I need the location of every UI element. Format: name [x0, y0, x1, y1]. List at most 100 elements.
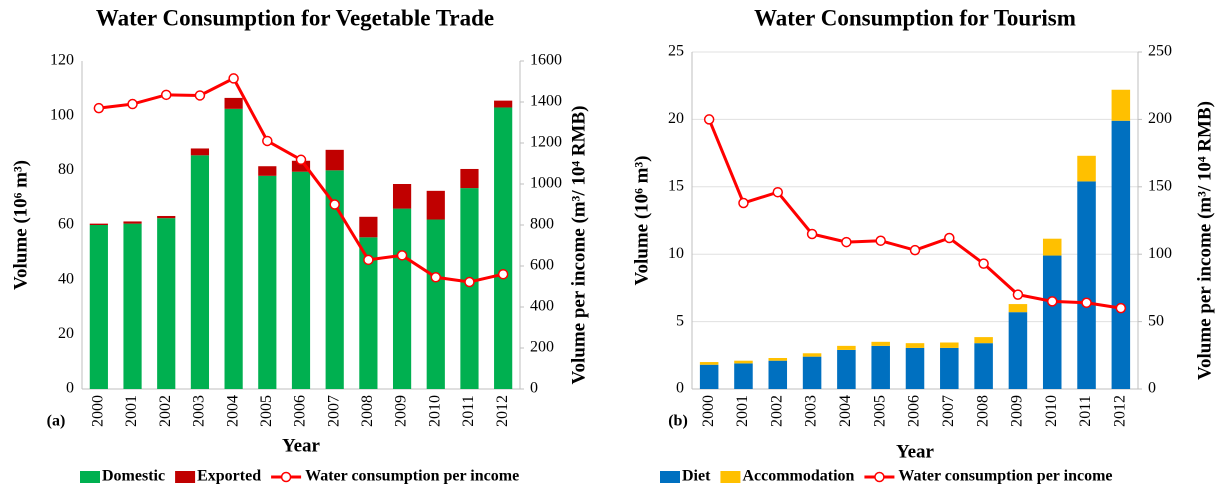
bar: [768, 360, 788, 389]
bar: [325, 149, 344, 171]
x-tick-label: 2011: [1077, 395, 1094, 426]
bar: [837, 345, 856, 350]
y2-tick-label: 600: [530, 257, 554, 274]
y2-tick-label: 200: [1148, 110, 1172, 127]
y-tick-label: 80: [58, 161, 74, 178]
y2-axis-label: Volume per income (m³/ 10⁴ RMB): [568, 106, 589, 385]
x-tick-label: 2000: [700, 395, 717, 427]
bar: [940, 347, 959, 389]
y2-tick-label: 0: [530, 380, 538, 397]
panel-label: (a): [47, 413, 66, 430]
y-tick-label: 10: [668, 245, 684, 262]
legend-label: Water consumption per income: [898, 468, 1112, 485]
x-tick-label: 2006: [906, 395, 923, 427]
bar: [123, 223, 142, 389]
y-tick-label: 15: [668, 177, 684, 194]
x-tick-label: 2005: [871, 395, 888, 427]
bar: [871, 345, 890, 389]
line-marker: [1115, 302, 1127, 314]
x-tick-label: 2012: [1112, 395, 1129, 427]
y-tick-label: 20: [668, 110, 684, 127]
bar: [157, 218, 176, 389]
legend-swatch: [720, 471, 741, 483]
x-tick-label: 2011: [460, 395, 477, 426]
bar: [734, 363, 753, 389]
legend-swatch: [280, 471, 292, 483]
legend-swatch: [80, 471, 100, 483]
line-marker: [772, 186, 784, 198]
y-axis-label: Volume (10⁶ m³): [631, 156, 652, 286]
bar: [940, 342, 959, 348]
line-marker: [841, 236, 852, 248]
bar: [89, 225, 108, 389]
bar: [258, 175, 277, 389]
y2-tick-label: 1400: [530, 93, 562, 110]
x-tick-label: 2009: [1009, 395, 1026, 427]
x-tick-label: 2012: [494, 395, 511, 427]
bar: [1111, 89, 1131, 121]
y2-tick-label: 200: [530, 339, 554, 356]
x-tick-label: 2008: [974, 395, 991, 427]
x-tick-label: 2010: [426, 395, 443, 427]
chart-title: Water Consumption for Tourism: [754, 5, 1076, 30]
bar: [905, 347, 925, 389]
bar: [1077, 181, 1096, 389]
bar: [1111, 120, 1131, 390]
x-tick-label: 2010: [1043, 395, 1060, 427]
y-tick-label: 0: [676, 380, 684, 397]
bar: [1008, 312, 1028, 389]
bar: [802, 356, 822, 389]
line-marker: [194, 90, 206, 101]
bar: [974, 343, 993, 389]
line-marker: [1012, 289, 1024, 300]
bar: [837, 349, 856, 389]
y2-tick-label: 1600: [530, 52, 562, 69]
panel-label: (b): [668, 413, 688, 430]
bar: [460, 188, 479, 389]
x-tick-label: 2003: [803, 395, 820, 427]
bar: [905, 343, 925, 348]
y2-tick-label: 1000: [530, 175, 562, 192]
x-tick-label: 2004: [837, 395, 854, 427]
x-tick-label: 2004: [224, 395, 241, 427]
x-tick-label: 2008: [359, 395, 376, 427]
x-tick-label: 2009: [393, 395, 410, 427]
line-marker: [944, 232, 955, 244]
line-marker: [363, 254, 374, 266]
line-marker: [738, 197, 749, 209]
x-tick-label: 2007: [325, 395, 342, 427]
bar: [89, 223, 108, 225]
bar: [460, 168, 479, 189]
x-tick-label: 2003: [191, 395, 208, 427]
x-tick-label: 2001: [123, 395, 140, 427]
legend-swatch: [660, 471, 680, 483]
line-marker: [703, 114, 715, 125]
bar: [325, 170, 344, 389]
line-marker: [464, 276, 475, 288]
legend-label: Water consumption per income: [305, 468, 519, 485]
bar: [1077, 155, 1096, 182]
x-tick-label: 2006: [292, 395, 309, 427]
y-tick-label: 25: [668, 43, 684, 60]
bar: [1042, 238, 1062, 256]
line-marker: [1046, 296, 1058, 307]
y-tick-label: 5: [676, 312, 684, 329]
line-marker: [909, 244, 921, 256]
legend-swatch: [874, 471, 885, 483]
bar: [768, 357, 788, 361]
line-marker: [127, 98, 138, 110]
line-marker: [295, 154, 307, 166]
y2-tick-label: 250: [1148, 43, 1172, 60]
bar: [734, 360, 753, 364]
bar: [190, 155, 210, 389]
bar: [699, 362, 719, 365]
legend-label: Accommodation: [742, 468, 854, 485]
y-tick-label: 60: [58, 216, 74, 233]
x-axis-label: Year: [282, 435, 321, 456]
bar: [974, 337, 993, 344]
bar: [359, 216, 378, 238]
bar: [224, 108, 243, 389]
legend-label: Exported: [197, 468, 261, 485]
x-tick-label: 2005: [258, 395, 275, 427]
bar: [291, 160, 311, 172]
